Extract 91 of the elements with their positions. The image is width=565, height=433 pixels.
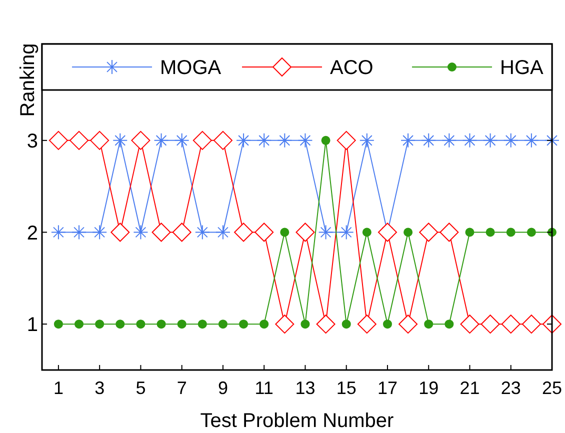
point <box>177 320 186 329</box>
point <box>526 228 536 237</box>
point <box>92 224 108 240</box>
point <box>280 228 290 237</box>
point <box>524 132 539 148</box>
point <box>90 130 110 150</box>
x-tick-label: 25 <box>542 378 562 398</box>
point <box>465 228 474 237</box>
point <box>236 132 252 148</box>
x-tick-label: 11 <box>254 378 274 398</box>
point <box>72 224 87 240</box>
point <box>152 222 171 242</box>
point <box>48 130 68 150</box>
point <box>112 132 128 148</box>
x-tick-label: 15 <box>336 378 356 398</box>
point <box>172 222 192 242</box>
point <box>154 132 169 148</box>
point <box>382 320 392 329</box>
point <box>298 132 313 148</box>
y-tick-label: 3 <box>26 130 38 152</box>
x-tick-label: 5 <box>136 378 146 398</box>
point <box>131 130 150 150</box>
point <box>357 314 376 334</box>
point <box>503 132 518 148</box>
point <box>116 320 125 329</box>
point <box>95 320 104 329</box>
point <box>192 130 212 150</box>
point <box>362 228 372 237</box>
point <box>419 222 438 242</box>
legend-label: HGA <box>500 57 544 79</box>
point <box>424 320 434 329</box>
point <box>300 320 310 329</box>
point <box>338 224 354 240</box>
point <box>70 130 89 150</box>
point <box>256 132 272 148</box>
point <box>444 320 454 329</box>
legend-label: ACO <box>330 57 374 79</box>
point <box>136 320 146 329</box>
y-axis-title: Ranking <box>17 43 39 117</box>
point <box>296 222 315 242</box>
point <box>254 222 274 242</box>
point <box>506 228 516 237</box>
point <box>442 132 457 148</box>
point <box>462 132 478 148</box>
point <box>482 132 498 148</box>
point <box>460 314 480 334</box>
point <box>486 228 495 237</box>
point <box>110 222 130 242</box>
point <box>480 314 500 334</box>
x-tick-label: 19 <box>418 378 439 398</box>
point <box>336 130 356 150</box>
x-axis-title: Test Problem Number <box>200 410 394 432</box>
point <box>318 224 334 240</box>
y-tick-label: 1 <box>26 314 38 336</box>
point <box>522 314 541 334</box>
point <box>156 320 166 329</box>
point <box>213 130 232 150</box>
point <box>234 222 254 242</box>
x-tick-label: 3 <box>94 378 105 398</box>
point <box>359 132 374 148</box>
x-tick-label: 9 <box>218 378 228 398</box>
x-tick-label: 23 <box>500 378 521 398</box>
point <box>400 132 416 148</box>
point <box>275 314 294 334</box>
point <box>54 320 63 329</box>
legend-label: MOGA <box>160 57 222 79</box>
point <box>501 314 520 334</box>
point <box>218 320 228 329</box>
x-tick-label: 21 <box>460 378 480 398</box>
y-tick-label: 2 <box>26 222 38 244</box>
point <box>404 228 413 237</box>
point <box>50 224 66 240</box>
point <box>398 314 418 334</box>
point <box>174 132 190 148</box>
point <box>74 320 84 329</box>
point <box>239 320 248 329</box>
point <box>260 320 269 329</box>
x-tick-label: 7 <box>176 378 187 398</box>
point <box>321 136 330 145</box>
x-tick-label: 1 <box>53 378 64 398</box>
point <box>440 222 459 242</box>
point <box>342 320 351 329</box>
point <box>421 132 436 148</box>
point <box>316 314 336 334</box>
x-tick-label: 17 <box>377 378 398 398</box>
x-tick-label: 13 <box>295 378 316 398</box>
point <box>215 224 230 240</box>
point <box>194 224 210 240</box>
point <box>198 320 207 329</box>
point <box>133 224 148 240</box>
point <box>277 132 292 148</box>
